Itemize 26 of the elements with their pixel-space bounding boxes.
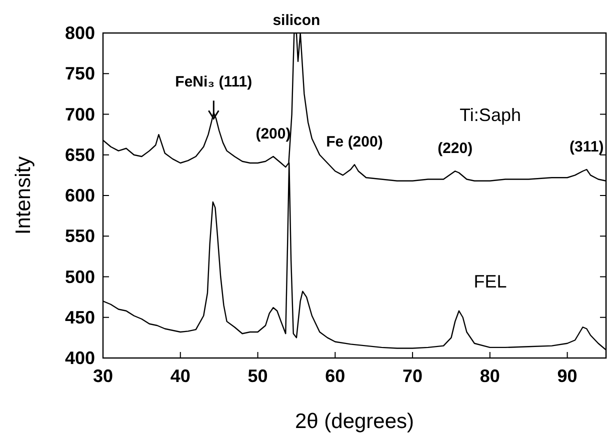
x-axis-title: 2θ (degrees): [294, 410, 414, 433]
annotation: (220): [438, 140, 473, 158]
annotation: (311): [570, 138, 604, 156]
y-tick-label: 450: [64, 307, 95, 328]
x-tick-label: 70: [402, 366, 423, 386]
annotation: silicon: [272, 12, 320, 29]
x-tick-label: 40: [170, 366, 190, 386]
y-tick-label: 650: [64, 144, 95, 165]
x-tick-label: 60: [325, 366, 346, 386]
series-label: FEL: [474, 271, 507, 292]
y-tick-label: 600: [64, 186, 95, 206]
x-tick-label: 90: [557, 366, 578, 386]
x-tick-label: 50: [248, 366, 268, 386]
y-axis-title: Intensity: [12, 156, 35, 235]
y-tick-label: 500: [64, 266, 95, 287]
y-tick-label: 700: [64, 104, 95, 124]
x-tick-label: 30: [92, 366, 114, 386]
x-tick-label: 80: [480, 366, 500, 386]
annotation: Fe (200): [326, 134, 383, 151]
text: Ti:Saph: [460, 104, 521, 125]
annotation: (200): [256, 126, 291, 142]
y-tick-label: 550: [64, 226, 95, 246]
y-tick-label: 750: [64, 64, 95, 84]
y-tick-label: 400: [64, 348, 95, 368]
y-tick-label: 800: [64, 23, 95, 43]
annotation: FeNi₃ (111): [175, 74, 252, 91]
